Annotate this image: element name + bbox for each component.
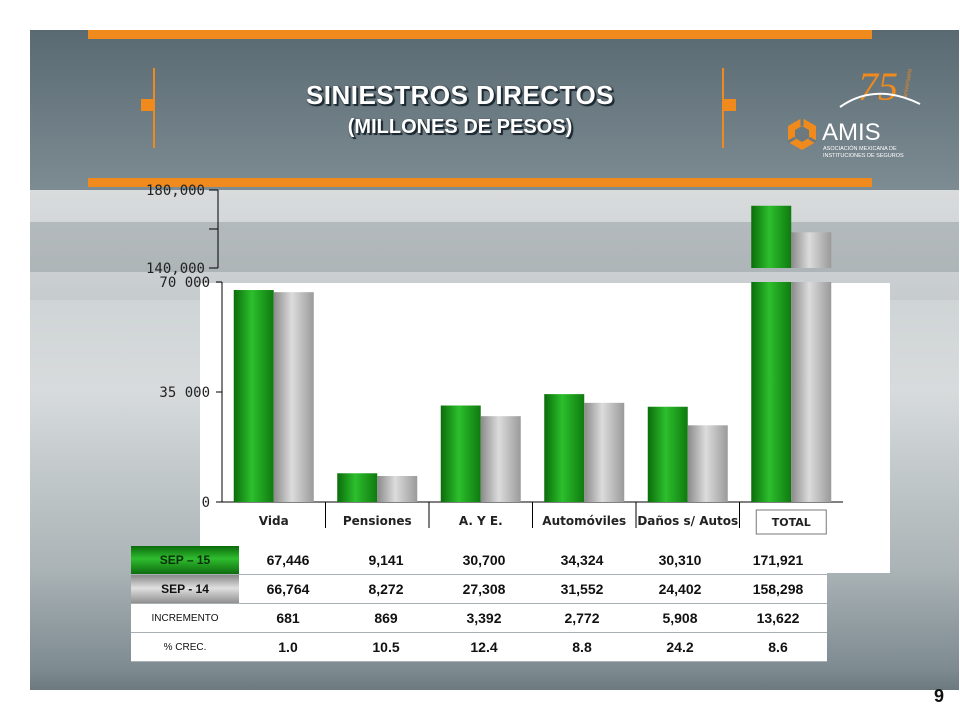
bar-sep15 [647,406,688,502]
table-row: SEP - 14 66,764 8,272 27,308 31,552 24,402 158… [131,574,827,604]
page-title: SINIESTROS DIRECTOS [305,80,615,110]
table-cell: 869 [337,603,435,633]
logo-emblem-icon [787,118,817,150]
bar-sep14-lower-segment [791,282,832,502]
bar-sep14-upper-segment [791,232,832,268]
table-row: % CREC. 1.0 10.5 12.4 8.8 24.2 8.6 [131,632,827,662]
table-cell: 8,272 [337,574,435,604]
table-cell: 3,392 [435,603,533,633]
table-cell: 13,622 [729,603,827,633]
table-cell: 8.6 [729,632,827,662]
category-label: Pensiones [343,514,412,528]
data-table: SEP – 15 67,446 9,141 30,700 34,324 30,310 171… [131,546,827,662]
bar-sep15-lower-segment [751,282,792,502]
table-cell: 66,764 [239,574,337,604]
row-label: SEP - 14 [131,574,239,604]
row-label: % CREC. [131,632,239,662]
page-subtitle: (MILLONES DE PESOS) [347,116,573,138]
lower-y-tick-label: 35 000 [159,385,210,401]
orange-bar-top [88,30,872,39]
orange-square-left [141,99,153,111]
logo-small-text: aniversario [903,68,914,99]
category-label: Automóviles [542,514,626,528]
chart-bars [233,205,832,502]
table-cell: 24,402 [631,574,729,604]
page-number: 9 [934,686,945,706]
category-label: Vida [259,514,289,528]
amis-logo: 75 aniversario AMIS ASOCIACIÓN MEXICANA … [787,64,921,159]
logo-name: AMIS [822,119,881,146]
bar-sep14 [480,416,521,502]
table-cell: 10.5 [337,632,435,662]
logo-number: 75 [858,64,898,109]
table-cell: 12.4 [435,632,533,662]
table-row: SEP – 15 67,446 9,141 30,700 34,324 30,310 171… [131,546,827,575]
orange-bracket-left [153,68,155,148]
row-label: INCREMENTO [131,603,239,633]
bar-sep14 [377,476,418,502]
bar-sep15 [337,473,378,502]
bar-sep14 [584,402,625,502]
table-cell: 67,446 [239,546,337,575]
logo-line2: INSTITUCIONES DE SEGUROS [823,153,904,159]
lower-y-tick-label: 70 000 [159,275,210,291]
upper-y-tick-label: 140,000 [146,261,205,277]
bar-sep15 [233,290,274,502]
table-cell: 5,908 [631,603,729,633]
table-cell: 34,324 [533,546,631,575]
upper-y-tick-label: 180,000 [146,183,205,199]
category-label: A. Y E. [459,514,503,528]
orange-bar-bottom [88,178,872,187]
table-cell: 31,552 [533,574,631,604]
logo-line1: ASOCIACIÓN MEXICANA DE [823,145,897,152]
bar-sep14 [687,425,728,502]
table-cell: 9,141 [337,546,435,575]
table-cell: 30,310 [631,546,729,575]
table-cell: 30,700 [435,546,533,575]
table-cell: 2,772 [533,603,631,633]
table-cell: 8.8 [533,632,631,662]
bar-sep15 [544,394,585,502]
category-label: TOTAL [772,516,811,529]
table-row: INCREMENTO 681 869 3,392 2,772 5,908 13,622 [131,603,827,633]
bar-sep15 [440,405,481,502]
logo-arc [839,92,921,108]
table-cell: 1.0 [239,632,337,662]
orange-square-right [724,99,736,111]
chart-axes [209,189,843,528]
bar-sep14 [273,292,314,502]
table-cell: 171,921 [729,546,827,575]
orange-bracket-right [722,68,724,148]
table-cell: 158,298 [729,574,827,604]
category-label: Daños s/ Autos [637,514,738,528]
table-cell: 27,308 [435,574,533,604]
lower-y-tick-label: 0 [202,495,210,511]
row-label: SEP – 15 [131,546,239,575]
table-cell: 681 [239,603,337,633]
table-cell: 24.2 [631,632,729,662]
total-label-box [755,509,827,535]
bar-sep15-upper-segment [751,205,792,268]
